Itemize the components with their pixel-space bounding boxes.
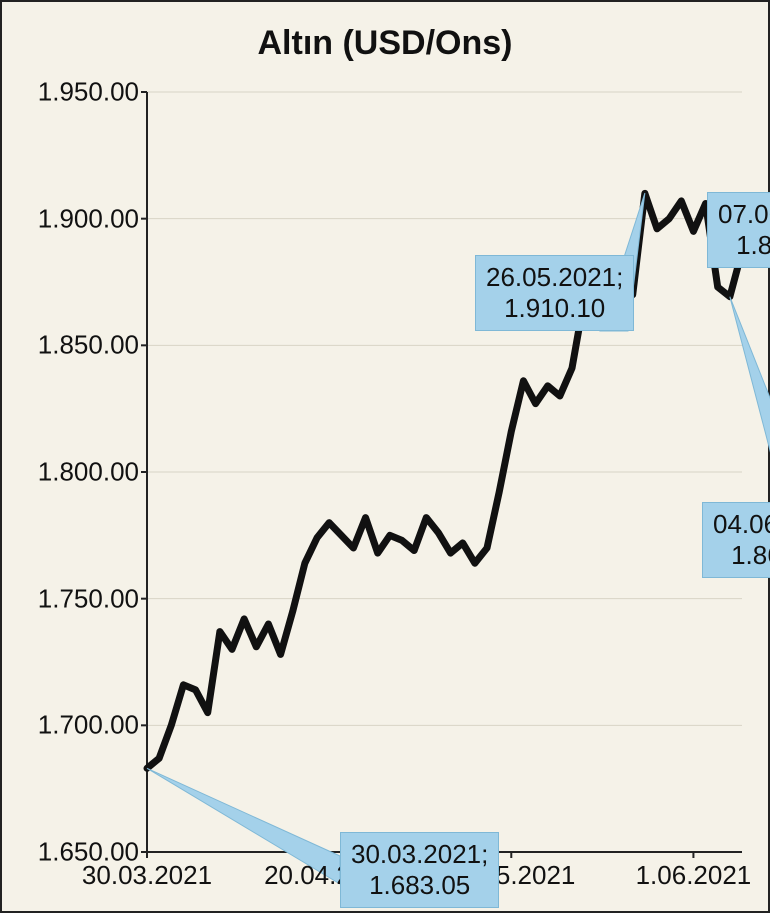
plot-svg	[147, 92, 742, 852]
y-tick-label: 1.750.00	[38, 583, 147, 614]
plot-area: 1.650.001.700.001.750.001.800.001.850.00…	[147, 92, 742, 852]
x-tick-label: 30.03.2021	[82, 852, 212, 891]
callout: 04.06.2021;1.869.20	[702, 502, 770, 578]
y-tick-label: 1.900.00	[38, 203, 147, 234]
x-tick-label: 1.06.2021	[636, 852, 752, 891]
callout-value: 1.910.10	[486, 293, 623, 324]
callout-date: 07.06.2021;	[718, 199, 770, 230]
callout-value: 1.887.10	[718, 230, 770, 261]
callout-value: 1.683.05	[351, 870, 488, 901]
callout: 30.03.2021;1.683.05	[340, 832, 499, 908]
y-tick-label: 1.850.00	[38, 330, 147, 361]
callout-value: 1.869.20	[713, 540, 770, 571]
y-tick-label: 1.950.00	[38, 77, 147, 108]
callout: 26.05.2021;1.910.10	[475, 255, 634, 331]
callout-date: 26.05.2021;	[486, 262, 623, 293]
chart-title: Altın (USD/Ons)	[2, 24, 768, 63]
y-tick-label: 1.700.00	[38, 710, 147, 741]
callout-date: 30.03.2021;	[351, 839, 488, 870]
chart-frame: Altın (USD/Ons) 1.650.001.700.001.750.00…	[0, 0, 770, 913]
callout: 07.06.2021;1.887.10	[707, 192, 770, 268]
y-tick-label: 1.800.00	[38, 457, 147, 488]
callout-date: 04.06.2021;	[713, 509, 770, 540]
